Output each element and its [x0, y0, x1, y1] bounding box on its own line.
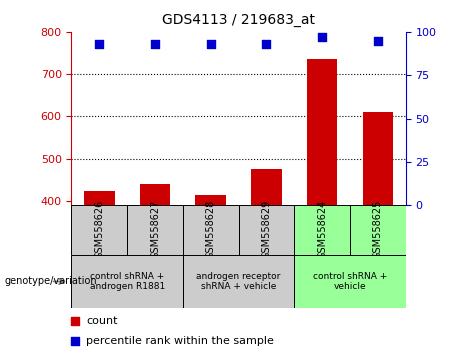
Title: GDS4113 / 219683_at: GDS4113 / 219683_at — [162, 13, 315, 27]
Bar — [294, 255, 406, 308]
Text: GSM558627: GSM558627 — [150, 199, 160, 259]
Bar — [362, 112, 393, 205]
Bar — [294, 205, 350, 255]
Text: genotype/variation: genotype/variation — [5, 276, 97, 286]
Point — [374, 38, 382, 44]
Text: GSM558624: GSM558624 — [317, 200, 327, 259]
Text: count: count — [87, 316, 118, 326]
Bar — [307, 59, 337, 205]
Point — [207, 41, 214, 47]
Text: control shRNA +
androgen R1881: control shRNA + androgen R1881 — [89, 272, 165, 291]
Bar — [127, 205, 183, 255]
Bar — [183, 255, 294, 308]
Point — [95, 41, 103, 47]
Point — [71, 338, 78, 343]
Text: control shRNA +
vehicle: control shRNA + vehicle — [313, 272, 387, 291]
Text: GSM558629: GSM558629 — [261, 200, 272, 259]
Bar — [71, 205, 127, 255]
Bar — [71, 255, 183, 308]
Text: percentile rank within the sample: percentile rank within the sample — [87, 336, 274, 346]
Bar — [350, 205, 406, 255]
Bar — [183, 205, 238, 255]
Bar — [140, 184, 170, 205]
Bar — [195, 195, 226, 205]
Point — [151, 41, 159, 47]
Bar — [238, 205, 294, 255]
Text: GSM558625: GSM558625 — [373, 199, 383, 259]
Bar — [251, 169, 282, 205]
Text: androgen receptor
shRNA + vehicle: androgen receptor shRNA + vehicle — [196, 272, 281, 291]
Bar — [84, 190, 115, 205]
Point — [319, 34, 326, 40]
Point — [71, 319, 78, 324]
Text: GSM558628: GSM558628 — [206, 200, 216, 259]
Point — [263, 41, 270, 47]
Text: GSM558626: GSM558626 — [95, 200, 104, 259]
